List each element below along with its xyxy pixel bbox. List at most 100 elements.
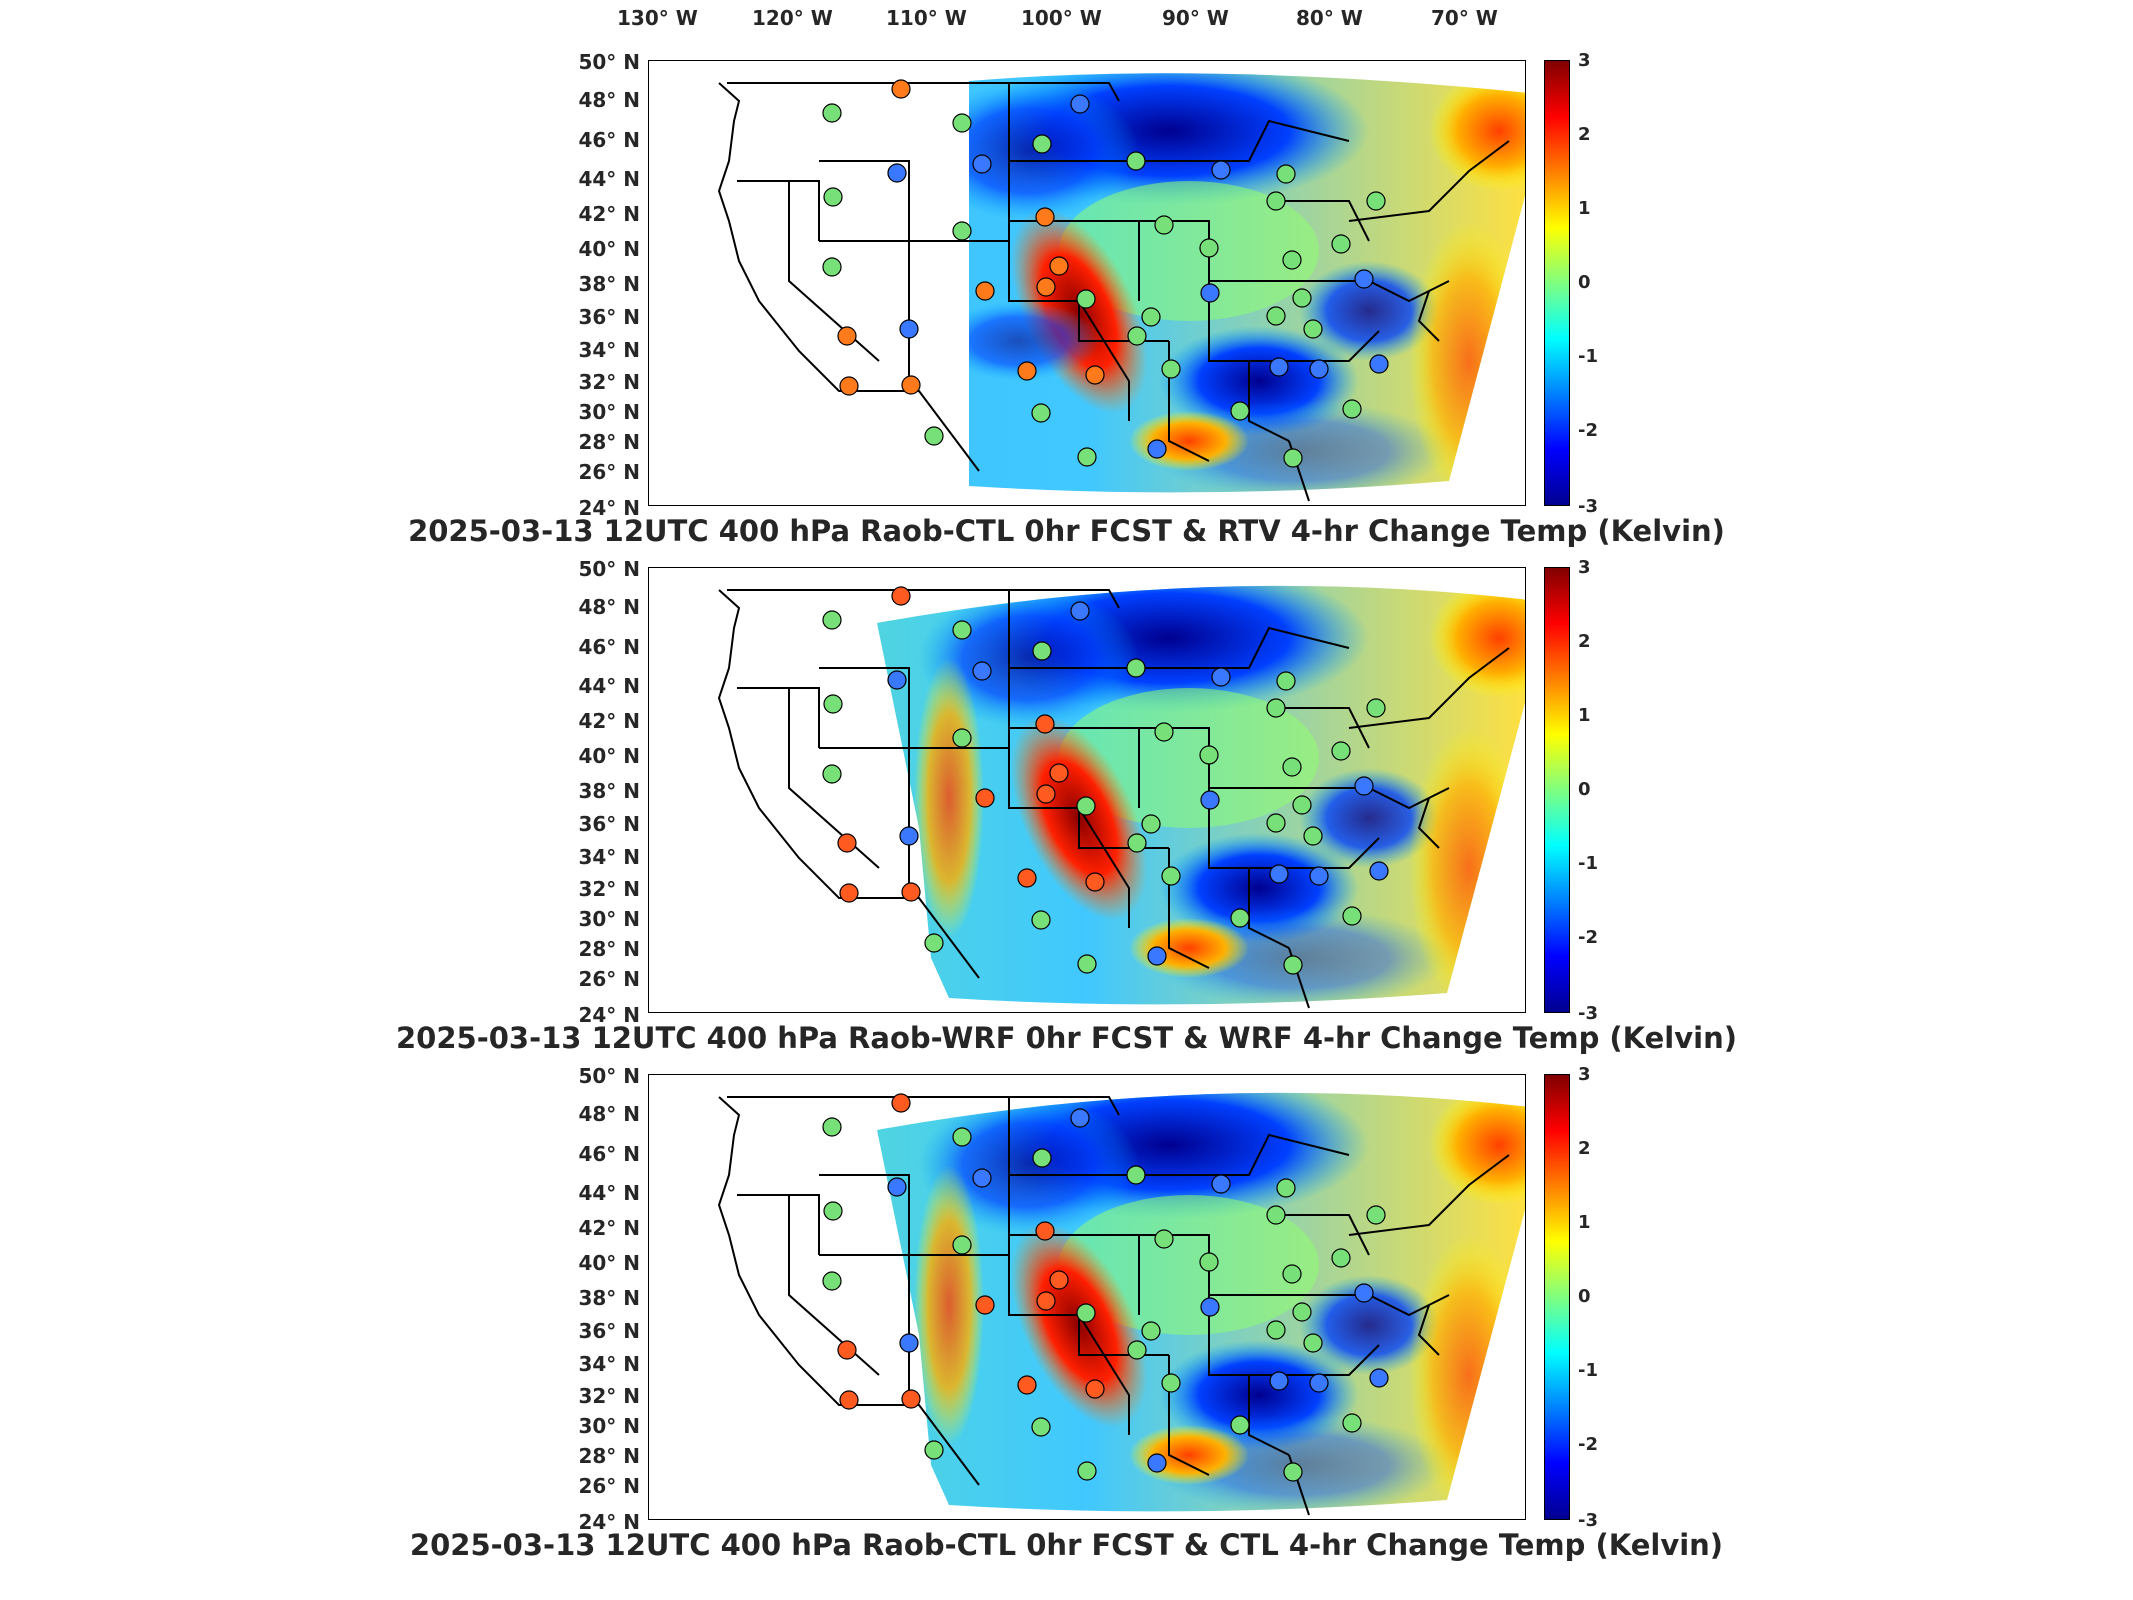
colorbar-tick-label: -1 xyxy=(1578,853,1598,874)
lat-label: 44° N xyxy=(578,1181,640,1205)
lat-label: 36° N xyxy=(578,305,640,329)
station-marker xyxy=(952,620,972,640)
temperature-map xyxy=(717,585,1525,1009)
lat-label: 48° N xyxy=(578,595,640,619)
colorbar-tick-label: 2 xyxy=(1578,124,1591,145)
station-marker xyxy=(1266,306,1286,326)
lat-label: 42° N xyxy=(578,202,640,226)
station-marker xyxy=(1141,307,1161,327)
station-marker xyxy=(924,933,944,953)
station-marker xyxy=(1200,790,1220,810)
temperature-map xyxy=(717,1092,1525,1516)
lat-label: 26° N xyxy=(578,1474,640,1498)
station-marker xyxy=(1147,1453,1167,1473)
station-marker xyxy=(1161,1373,1181,1393)
station-marker xyxy=(1200,283,1220,303)
station-marker xyxy=(1354,776,1374,796)
station-marker xyxy=(1127,1340,1147,1360)
lat-label: 30° N xyxy=(578,400,640,424)
station-marker xyxy=(839,1390,859,1410)
station-marker xyxy=(1283,448,1303,468)
station-marker xyxy=(1366,191,1386,211)
station-marker xyxy=(1035,207,1055,227)
station-marker xyxy=(924,426,944,446)
lat-label: 44° N xyxy=(578,167,640,191)
station-marker xyxy=(1031,910,1051,930)
station-marker xyxy=(823,694,843,714)
station-marker xyxy=(1017,1375,1037,1395)
station-marker xyxy=(891,586,911,606)
lon-label: 90° W xyxy=(1162,6,1229,30)
station-marker xyxy=(901,882,921,902)
station-marker xyxy=(1266,698,1286,718)
station-marker xyxy=(1036,277,1056,297)
station-marker xyxy=(1076,1303,1096,1323)
longitude-axis: 130° W 120° W 110° W 100° W 90° W 80° W … xyxy=(0,0,2133,60)
station-marker xyxy=(891,1093,911,1113)
lon-label: 70° W xyxy=(1431,6,1498,30)
station-marker xyxy=(1161,866,1181,886)
station-marker xyxy=(1076,796,1096,816)
colorbar-tick-label: -3 xyxy=(1578,496,1598,517)
station-marker xyxy=(1366,698,1386,718)
lat-label: 24° N xyxy=(578,496,640,520)
colorbar-tick-label: 1 xyxy=(1578,198,1591,219)
colorbar-tick-label: -3 xyxy=(1578,1510,1598,1531)
station-marker xyxy=(1283,955,1303,975)
station-marker xyxy=(1126,151,1146,171)
station-marker xyxy=(1283,1462,1303,1482)
station-marker xyxy=(1199,745,1219,765)
lat-label: 42° N xyxy=(578,1216,640,1240)
station-marker xyxy=(1276,1178,1296,1198)
station-marker xyxy=(1309,359,1329,379)
lat-label: 42° N xyxy=(578,709,640,733)
station-marker xyxy=(823,1201,843,1221)
station-marker xyxy=(1292,288,1312,308)
station-marker xyxy=(1266,813,1286,833)
station-marker xyxy=(1292,1302,1312,1322)
raob-stations xyxy=(822,79,1389,468)
station-marker xyxy=(1230,908,1250,928)
map-frame xyxy=(648,567,1526,1013)
lat-label: 34° N xyxy=(578,338,640,362)
station-marker xyxy=(1230,1415,1250,1435)
station-marker xyxy=(1354,269,1374,289)
station-marker xyxy=(1031,403,1051,423)
colorbar-tick-label: 2 xyxy=(1578,1138,1591,1159)
station-marker xyxy=(822,610,842,630)
raob-stations xyxy=(822,586,1389,975)
station-marker xyxy=(839,376,859,396)
station-marker xyxy=(837,326,857,346)
colorbar-tick-label: 3 xyxy=(1578,1064,1591,1085)
station-marker xyxy=(822,1117,842,1137)
lon-label: 120° W xyxy=(752,6,833,30)
station-marker xyxy=(1085,365,1105,385)
station-marker xyxy=(972,154,992,174)
station-marker xyxy=(1303,319,1323,339)
colorbar-tick-label: 0 xyxy=(1578,1286,1591,1307)
panel-title: 2025-03-13 12UTC 400 hPa Raob-WRF 0hr FC… xyxy=(395,1021,1737,1055)
station-marker xyxy=(1077,954,1097,974)
colorbar-tick-label: -2 xyxy=(1578,927,1598,948)
panel-title: 2025-03-13 12UTC 400 hPa Raob-CTL 0hr FC… xyxy=(408,514,1725,548)
lat-label: 34° N xyxy=(578,845,640,869)
station-marker xyxy=(1032,1148,1052,1168)
station-marker xyxy=(1230,401,1250,421)
station-marker xyxy=(901,375,921,395)
station-marker xyxy=(1354,1283,1374,1303)
station-marker xyxy=(1076,289,1096,309)
lat-label: 36° N xyxy=(578,812,640,836)
station-marker xyxy=(1154,722,1174,742)
station-marker xyxy=(1199,1252,1219,1272)
station-marker xyxy=(837,1340,857,1360)
lat-label: 32° N xyxy=(578,1384,640,1408)
temperature-field xyxy=(969,73,1525,493)
station-marker xyxy=(822,764,842,784)
station-marker xyxy=(1126,1165,1146,1185)
station-marker xyxy=(822,1271,842,1291)
station-marker xyxy=(952,113,972,133)
lat-label: 24° N xyxy=(578,1510,640,1534)
temperature-field xyxy=(877,585,1525,1005)
state-boundaries xyxy=(717,589,1510,1009)
station-marker xyxy=(1331,234,1351,254)
